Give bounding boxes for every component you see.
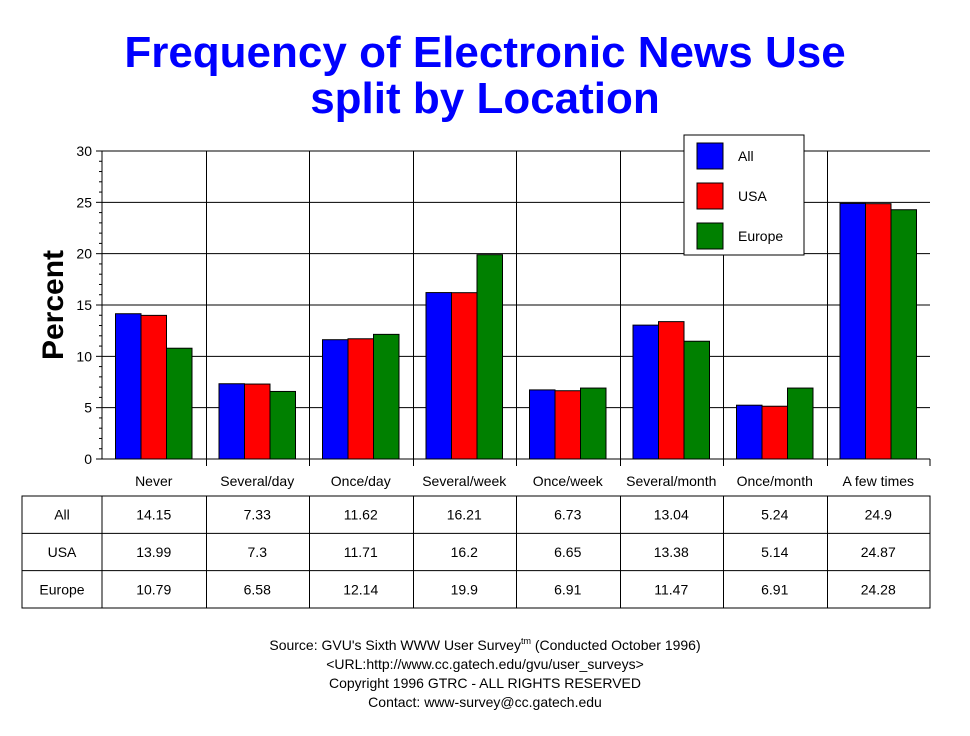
legend-label-usa: USA (738, 188, 767, 204)
y-tick-label: 15 (76, 297, 92, 313)
bar-usa-several-day (244, 383, 271, 460)
trademark-mark: tm (520, 636, 531, 646)
table-cell: 13.99 (136, 544, 171, 560)
x-tick-label: Never (135, 473, 173, 489)
x-tick-label: A few times (842, 473, 914, 489)
legend-label-all: All (738, 148, 754, 164)
x-tick-label: Several/day (220, 473, 294, 489)
bar-all-once-week (529, 389, 556, 460)
y-tick-label: 5 (84, 400, 92, 416)
table-row-label: Europe (39, 581, 84, 597)
table-cell: 6.73 (554, 507, 581, 523)
y-axis-label: Percent (37, 250, 70, 360)
bar-europe-several-week (476, 254, 503, 460)
bar-europe-several-month (683, 340, 710, 460)
bar-usa-never (140, 314, 167, 460)
table-cell: 16.2 (451, 544, 478, 560)
bar-usa-once-day (347, 338, 374, 460)
bar-europe-never (166, 347, 193, 460)
table-cell: 7.3 (248, 544, 268, 560)
bar-all-once-month (736, 404, 763, 460)
table-cell: 6.91 (554, 581, 581, 597)
table-cell: 5.14 (761, 544, 788, 560)
y-tick-label: 25 (76, 194, 92, 210)
legend-label-europe: Europe (738, 228, 783, 244)
table-cell: 11.47 (654, 581, 688, 597)
chart-title: Frequency of Electronic News Use (124, 28, 846, 77)
table-cell: 11.62 (344, 507, 378, 523)
bar-all-never (115, 313, 142, 460)
y-tick-label: 20 (76, 246, 92, 262)
y-tick-label: 30 (76, 143, 92, 159)
chart-title-block: Frequency of Electronic News Use split b… (0, 30, 970, 122)
table-cell: 6.58 (244, 581, 271, 597)
bar-usa-once-week (554, 390, 581, 460)
bar-all-once-day (322, 339, 349, 460)
x-tick-label: Once/month (737, 473, 813, 489)
bar-all-a-few-times (839, 202, 866, 460)
x-tick-label: Several/month (626, 473, 716, 489)
legend-swatch-europe (696, 222, 724, 250)
bar-all-several-month (632, 324, 659, 460)
table-cell: 24.28 (861, 581, 896, 597)
source-line: Source: GVU's Sixth WWW User Surveytm (C… (0, 636, 970, 655)
bar-usa-once-month (761, 405, 788, 460)
bar-all-several-week (425, 292, 452, 460)
bar-usa-several-month (658, 321, 685, 460)
table-cell: 11.71 (344, 544, 378, 560)
table-cell: 13.38 (654, 544, 689, 560)
table-cell: 13.04 (654, 507, 689, 523)
table-cell: 24.9 (865, 507, 892, 523)
table-row-label: All (54, 507, 70, 523)
y-tick-label: 0 (84, 451, 92, 467)
data-table-border (21, 495, 931, 609)
table-cell: 5.24 (761, 507, 788, 523)
bar-europe-once-week (580, 387, 607, 460)
table-cell: 24.87 (861, 544, 896, 560)
x-tick-label: Once/day (331, 473, 391, 489)
bar-usa-several-week (451, 292, 478, 460)
table-cell: 19.9 (451, 581, 478, 597)
table-cell: 7.33 (244, 507, 271, 523)
source-url: <URL:http://www.cc.gatech.edu/gvu/user_s… (326, 656, 644, 672)
bar-europe-once-month (787, 387, 814, 460)
copyright-notice: Copyright 1996 GTRC - ALL RIGHTS RESERVE… (329, 675, 641, 691)
legend-swatch-usa (696, 182, 724, 210)
bar-europe-a-few-times (890, 209, 917, 460)
bar-europe-once-day (373, 333, 400, 460)
table-row-label: USA (48, 544, 77, 560)
legend-swatch-all (696, 142, 724, 170)
x-tick-label: Once/week (533, 473, 604, 489)
table-cell: 6.65 (554, 544, 581, 560)
source-text: Source: GVU's Sixth WWW User Survey (269, 637, 521, 653)
table-cell: 12.14 (343, 581, 378, 597)
y-tick-label: 10 (76, 348, 92, 364)
bar-europe-several-day (269, 390, 296, 460)
table-cell: 10.79 (136, 581, 171, 597)
x-tick-label: Several/week (422, 473, 507, 489)
bar-usa-a-few-times (865, 203, 892, 460)
table-cell: 6.91 (761, 581, 788, 597)
contact-line: Contact: www-survey@cc.gatech.edu (368, 694, 602, 710)
table-cell: 14.15 (136, 507, 171, 523)
survey-date: (Conducted October 1996) (530, 637, 701, 653)
chart-subtitle: split by Location (310, 74, 660, 123)
bar-all-several-day (218, 383, 245, 460)
source-footer: Source: GVU's Sixth WWW User Surveytm (C… (0, 636, 970, 712)
table-cell: 16.21 (447, 507, 482, 523)
